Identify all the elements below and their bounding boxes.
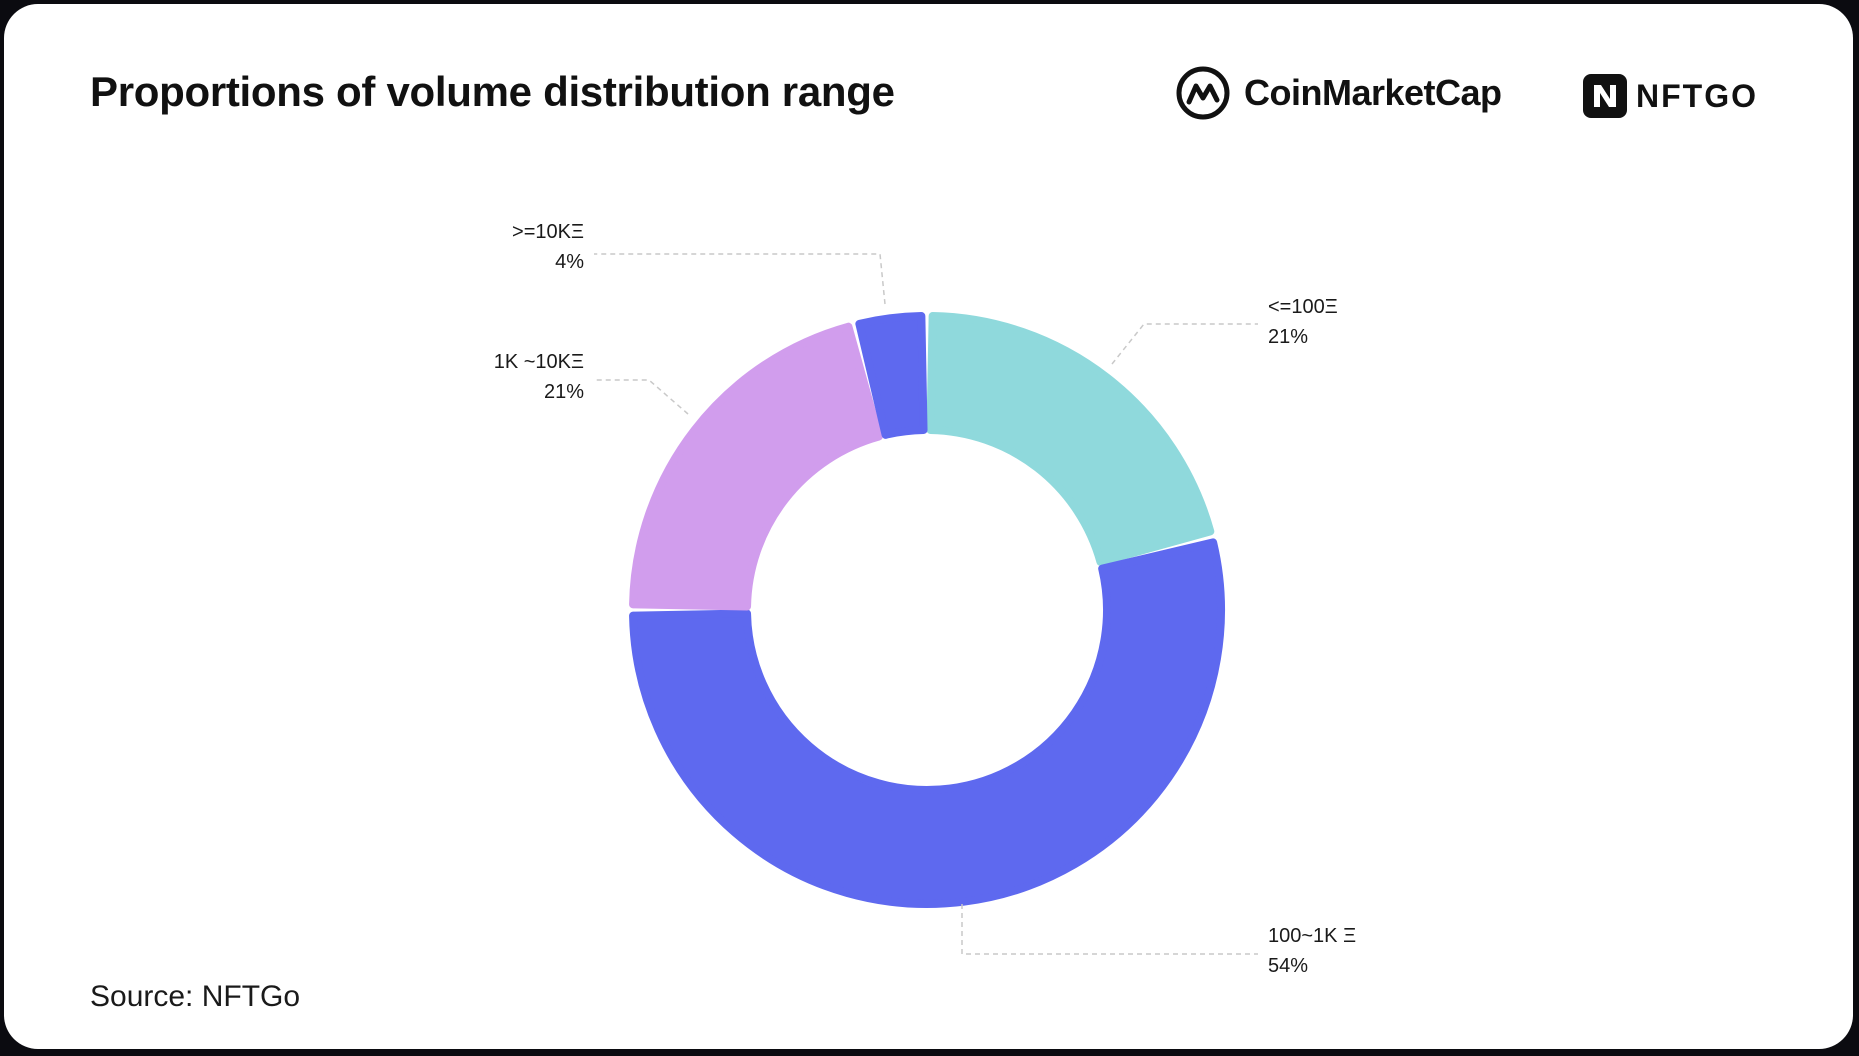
donut-chart: <=100Ξ 21% 100~1K Ξ 54% 1K ~10KΞ 21% >=10KΞ 4% <box>494 221 1356 977</box>
nftgo-logo: NFTGO <box>1582 72 1758 120</box>
donut-slice-4 <box>855 312 928 439</box>
leader-line-3 <box>594 379 689 415</box>
donut-slice-2 <box>629 538 1225 908</box>
nftgo-logo-icon <box>1583 74 1627 118</box>
slice-category-label-2: 100~1K Ξ <box>1268 925 1356 947</box>
slice-category-label-4: >=10KΞ <box>512 221 584 243</box>
chart-card: Proportions of volume distribution range… <box>4 4 1853 1049</box>
leader-line-4 <box>594 253 886 305</box>
chart-title: Proportions of volume distribution range <box>90 68 895 115</box>
slice-value-label-2: 54% <box>1268 955 1308 977</box>
coinmarketcap-wordmark: CoinMarketCap <box>1244 72 1502 113</box>
slice-value-label-3: 21% <box>544 381 584 403</box>
slice-category-label-1: <=100Ξ <box>1268 296 1338 318</box>
donut-slice-3 <box>629 322 883 611</box>
slice-category-label-3: 1K ~10KΞ <box>494 351 584 373</box>
slice-value-label-4: 4% <box>555 251 584 273</box>
leader-line-2 <box>961 904 1258 955</box>
coinmarketcap-logo-icon <box>1176 66 1230 120</box>
slice-value-label-1: 21% <box>1268 326 1308 348</box>
coinmarketcap-logo: CoinMarketCap <box>1174 62 1502 124</box>
leader-line-1 <box>1111 323 1258 365</box>
donut-slice-1 <box>926 312 1215 566</box>
nftgo-wordmark: NFTGO <box>1636 77 1758 114</box>
source-note: Source: NFTGo <box>90 980 301 1013</box>
